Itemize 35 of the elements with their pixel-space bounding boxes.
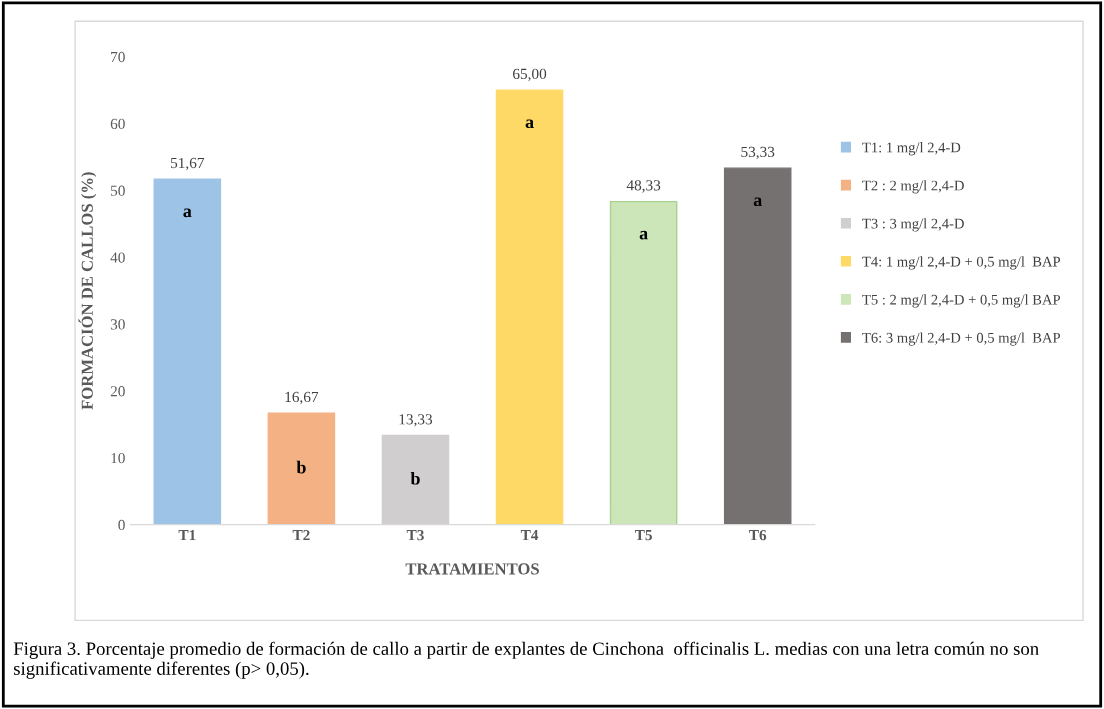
annotation: b [410,471,420,485]
data-label: 16,67 [285,391,319,405]
x-tick-label: T1 [178,530,196,541]
x-tick-label: T2 [292,530,310,541]
text: Figura 3. Porcentaje promedio de formación de callo a partir de explantes de Cinchona officinalis L. medias con una letra común no son significativamente diferentes (p> 0,05). [13,641,1039,679]
y-tick-label: 60 [110,118,125,130]
annotation: a [753,197,762,207]
y-axis-title: FORMACIÓN DE CALLOS (%) [78,172,97,410]
legend-label: T3 : 3 mg/l 2,4-D [862,218,964,232]
legend-label: T4: 1 mg/l 2,4-D + 0,5 mg/l BAP [862,256,1061,270]
x-tick-label: T5 [634,530,652,541]
annotation: b [296,460,306,474]
x-tick-label: T4 [520,530,539,541]
x-axis-title: TRATAMIENTOS [405,563,539,575]
y-tick-label: 10 [111,452,125,464]
y-tick-label: 40 [110,252,125,263]
data-label: 53,33 [741,146,775,160]
y-tick-label: 20 [110,386,125,397]
legend-label: T2 : 2 mg/l 2,4-D [862,180,964,194]
y-tick-label: 0 [118,519,125,531]
data-label: 48,33 [626,180,661,193]
legend-label: T6: 3 mg/l 2,4-D + 0,5 mg/l BAP [862,332,1061,346]
data-label: 51,67 [171,157,205,171]
y-tick-label: 70 [111,51,125,63]
legend-label: T5 : 2 mg/l 2,4-D + 0,5 mg/l BAP [862,294,1061,308]
annotation: a [525,119,534,129]
x-tick-label: T6 [749,530,767,541]
data-label: 13,33 [399,414,433,427]
legend-label: T1: 1 mg/l 2,4-D [862,142,961,156]
annotation: a [183,208,192,218]
annotation: a [639,230,648,240]
data-label: 65,00 [513,68,547,82]
y-tick-label: 30 [110,319,125,330]
x-tick-label: T3 [406,530,424,541]
y-tick-label: 50 [111,185,125,196]
